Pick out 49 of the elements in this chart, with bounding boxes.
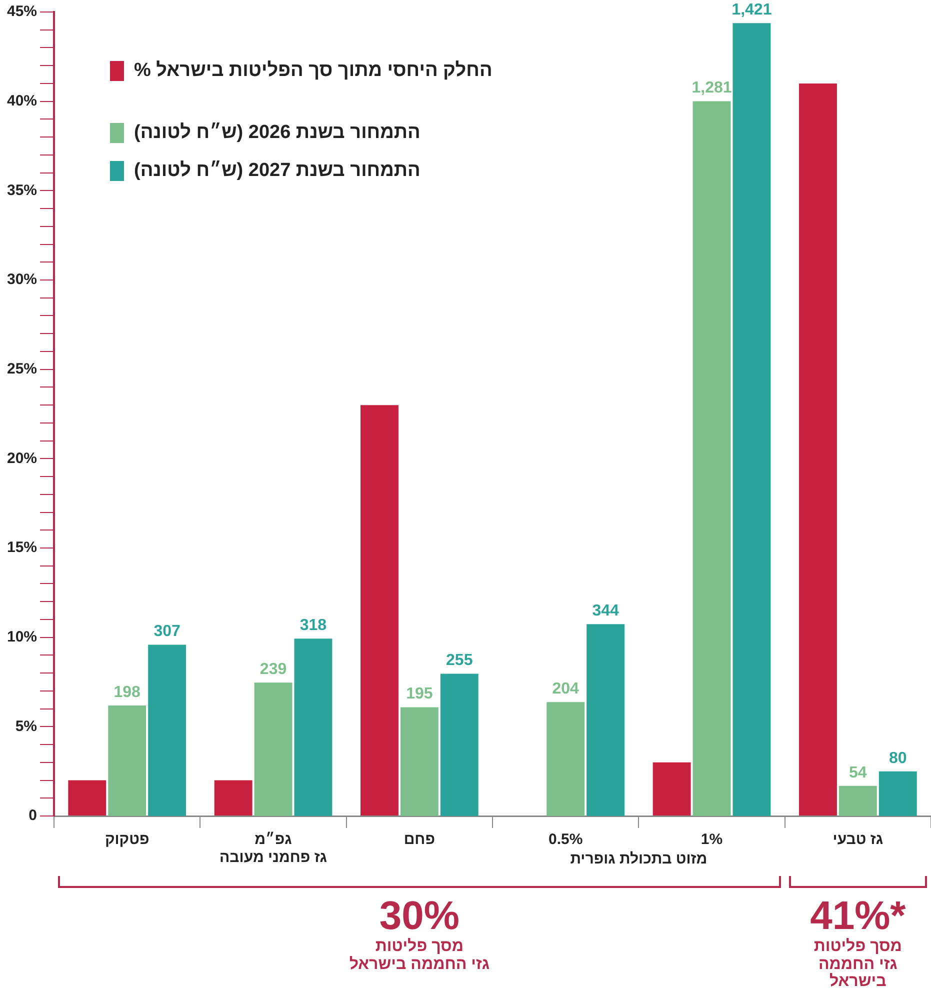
bar xyxy=(148,644,186,816)
data-label: 204 xyxy=(552,680,580,698)
bar xyxy=(108,706,146,816)
x-tick-label: 0.5% xyxy=(548,831,583,848)
legend-label: החלק היחסי מתוך סך הפליטות בישראל % xyxy=(134,60,492,82)
x-tick-label: פטקוק xyxy=(104,831,150,848)
bar xyxy=(798,83,837,816)
bar xyxy=(360,405,398,816)
bar xyxy=(838,786,877,816)
data-label: 255 xyxy=(446,652,473,670)
text: מזוט בתכולת גופרית xyxy=(570,850,708,868)
bar xyxy=(878,771,917,816)
data-label: 80 xyxy=(888,750,907,767)
bar xyxy=(400,707,438,816)
data-label: 195 xyxy=(406,686,433,703)
x-tick-label: פחם xyxy=(404,831,435,848)
x-tick-label: גפ״מ גז פחמני מעובה xyxy=(220,831,327,866)
y-tick-label: 35% xyxy=(6,182,38,199)
data-label: 1,421 xyxy=(732,2,772,19)
bar xyxy=(254,682,292,816)
data-label: 318 xyxy=(300,616,327,634)
bar xyxy=(440,674,478,816)
y-tick-label: 20% xyxy=(6,450,38,467)
x-tick-label: גז טבעי xyxy=(832,831,884,848)
legend-label: התמחור בשנת 2026 (ש״ח לטונה) xyxy=(134,122,420,144)
legend-label: התמחור בשנת 2027 (ש״ח לטונה) xyxy=(134,160,420,182)
data-label: 1,281 xyxy=(692,80,732,97)
y-tick-label: 0 xyxy=(28,807,38,824)
data-label: 198 xyxy=(114,684,141,701)
y-tick-label: 30% xyxy=(6,271,38,288)
bar xyxy=(294,638,332,816)
data-label: 344 xyxy=(592,602,619,620)
bar xyxy=(546,702,585,816)
bar xyxy=(68,780,106,816)
bar xyxy=(652,762,691,816)
data-label: 54 xyxy=(849,764,867,782)
data-label: 239 xyxy=(260,661,287,678)
bar xyxy=(586,624,625,816)
y-tick-label: 10% xyxy=(6,628,38,646)
y-tick-label: 15% xyxy=(6,539,38,556)
bar xyxy=(214,780,252,816)
data-label: 307 xyxy=(154,623,180,640)
y-tick-label: 45% xyxy=(6,3,38,20)
y-tick-label: 25% xyxy=(6,360,38,378)
bar xyxy=(732,23,771,816)
y-tick-label: 40% xyxy=(6,92,38,110)
y-tick-label: 5% xyxy=(15,718,38,735)
bar xyxy=(692,101,731,816)
x-tick-label: 1% xyxy=(700,831,723,848)
